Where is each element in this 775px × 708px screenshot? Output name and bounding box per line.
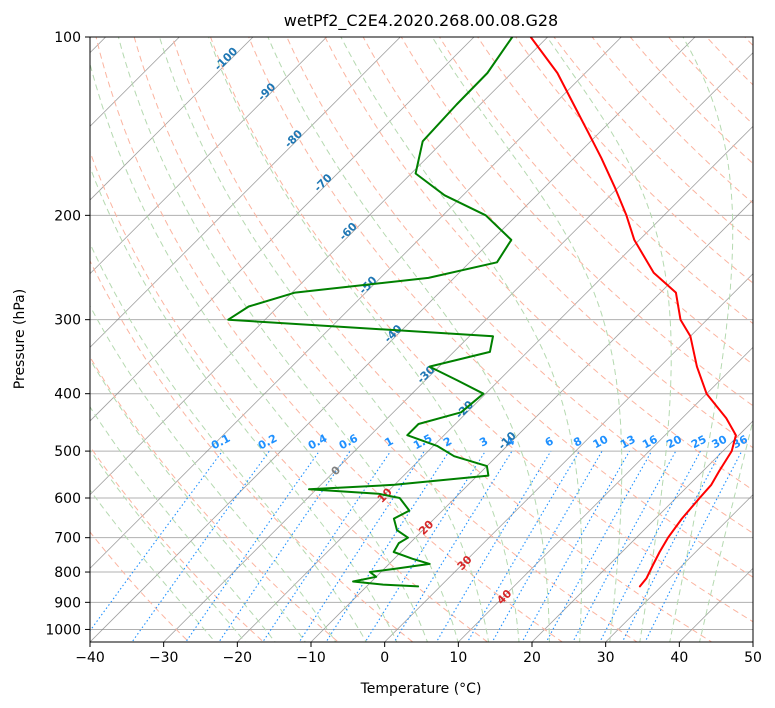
isotherm-line bbox=[605, 494, 753, 642]
moist-adiabat-line bbox=[90, 305, 337, 642]
moist-adiabat-line bbox=[90, 449, 246, 642]
dry-adiabat-line bbox=[133, 37, 638, 642]
dry-adiabat-line bbox=[629, 37, 753, 165]
mixing-ratio-line bbox=[435, 450, 552, 642]
isotherm-line bbox=[90, 37, 401, 348]
dry-adiabat-line bbox=[362, 37, 753, 449]
isotherm-line bbox=[236, 125, 753, 642]
mixing-ratio-line bbox=[545, 450, 653, 642]
x-tick-label: 20 bbox=[523, 650, 541, 666]
isotherm-line bbox=[90, 37, 328, 275]
dry-adiabats bbox=[90, 37, 753, 642]
moist-adiabat-line bbox=[158, 37, 490, 642]
mixing-ratio-line bbox=[218, 450, 351, 642]
dry-adiabat-line bbox=[667, 37, 753, 125]
moist-adiabat-line bbox=[669, 37, 734, 642]
mixing-ratio-line bbox=[644, 450, 743, 642]
isotherm-line bbox=[163, 52, 753, 642]
moist-adiabat-line bbox=[90, 489, 216, 642]
isotherm-line bbox=[90, 37, 475, 422]
y-tick-label: 800 bbox=[54, 565, 81, 581]
mixing-ratio-label: 20 bbox=[664, 432, 684, 451]
x-tick-label: 40 bbox=[670, 650, 688, 666]
isotherm-line bbox=[310, 199, 753, 642]
mixing-ratio-label: 10 bbox=[591, 432, 611, 451]
sounding-series bbox=[227, 37, 737, 588]
y-tick-label: 700 bbox=[54, 531, 81, 547]
dry-adiabat-line bbox=[171, 37, 713, 642]
isotherm-line bbox=[90, 37, 549, 496]
isobar-grid bbox=[90, 37, 753, 630]
x-axis: −40 −30 −20 −10 0 10 20 30 40 50 bbox=[75, 642, 762, 666]
moist-adiabat-line bbox=[207, 37, 520, 642]
dry-adiabat-line bbox=[90, 259, 414, 642]
dry-adiabat-line bbox=[248, 37, 753, 578]
isotherm-line bbox=[90, 37, 696, 642]
y-tick-label: 100 bbox=[54, 30, 81, 46]
mixing-ratio-line bbox=[131, 450, 270, 642]
mixing-ratio-line bbox=[185, 450, 320, 642]
isotherm-line bbox=[531, 420, 753, 642]
x-tick-label: 50 bbox=[744, 650, 762, 666]
mixing-ratio-line bbox=[262, 450, 392, 642]
x-tick-label: −20 bbox=[223, 650, 253, 666]
x-tick-label: 10 bbox=[449, 650, 467, 666]
isotherm-line bbox=[90, 37, 622, 569]
y-axis-title: Pressure (hPa) bbox=[12, 289, 28, 389]
isotherm-line bbox=[457, 346, 753, 642]
temperature-line bbox=[529, 37, 737, 588]
mixing-ratio-line bbox=[491, 450, 603, 642]
dry-adiabat-line bbox=[324, 37, 753, 491]
moist-adiabat-line bbox=[340, 37, 583, 642]
y-tick-label: 400 bbox=[54, 387, 81, 403]
dewpoint-line bbox=[227, 37, 514, 588]
y-tick-label: 900 bbox=[54, 595, 81, 611]
y-tick-label: 300 bbox=[54, 313, 81, 329]
mixing-ratio-label: 16 bbox=[640, 433, 660, 452]
mixing-ratio-label: 13 bbox=[618, 433, 638, 452]
plot-frame bbox=[89, 36, 754, 643]
isotherm-line bbox=[90, 37, 254, 201]
dry-adiabat-line bbox=[90, 150, 489, 642]
y-tick-label: 500 bbox=[54, 444, 81, 460]
mixing-ratio-lines bbox=[90, 450, 743, 642]
dry-adiabat-line bbox=[90, 445, 265, 642]
plot-area: 0.1 0.2 0.4 0.6 1 1.5 2 3 4 6 8 10 13 16 20 25 30 36-100-… bbox=[90, 37, 753, 642]
isotherm-grid bbox=[90, 37, 753, 642]
moist-adiabat-line bbox=[90, 405, 276, 642]
mixing-ratio-line bbox=[298, 450, 425, 642]
x-tick-label: 30 bbox=[597, 650, 615, 666]
moist-adiabat-line bbox=[431, 37, 623, 642]
dry-adiabat-line bbox=[95, 37, 564, 642]
dry-adiabat-line bbox=[477, 37, 753, 325]
moist-adiabat-line bbox=[90, 62, 428, 642]
mixing-ratio-line bbox=[325, 450, 450, 642]
x-tick-label: 0 bbox=[380, 650, 389, 666]
y-tick-label: 1000 bbox=[45, 622, 81, 638]
x-axis-title: Temperature (°C) bbox=[360, 681, 482, 697]
moist-adiabat-line bbox=[90, 358, 306, 642]
mixing-ratio-label: 25 bbox=[689, 433, 709, 452]
moist-adiabat-line bbox=[90, 242, 367, 642]
x-tick-label: −10 bbox=[296, 650, 326, 666]
x-tick-label: −40 bbox=[75, 650, 105, 666]
y-tick-label: 600 bbox=[54, 491, 81, 507]
chart-title: wetPf2_C2E4.2020.268.00.08.G28 bbox=[284, 11, 558, 31]
moist-adiabat-line bbox=[90, 165, 398, 642]
mixing-ratio-line bbox=[466, 450, 580, 642]
isotherm-line bbox=[384, 273, 753, 642]
mixing-ratio-label: 30 bbox=[710, 433, 730, 452]
isotherm-line bbox=[90, 37, 180, 127]
y-tick-label: 200 bbox=[54, 208, 81, 224]
y-axis: 100 200 300 400 500 600 700 800 900 1000 bbox=[45, 30, 90, 638]
dry-adiabat-line bbox=[438, 37, 753, 365]
x-tick-label: −30 bbox=[149, 650, 179, 666]
moist-adiabat-line bbox=[267, 37, 550, 642]
moist-adiabat-line bbox=[699, 418, 753, 642]
dry-adiabat-line bbox=[286, 37, 753, 534]
